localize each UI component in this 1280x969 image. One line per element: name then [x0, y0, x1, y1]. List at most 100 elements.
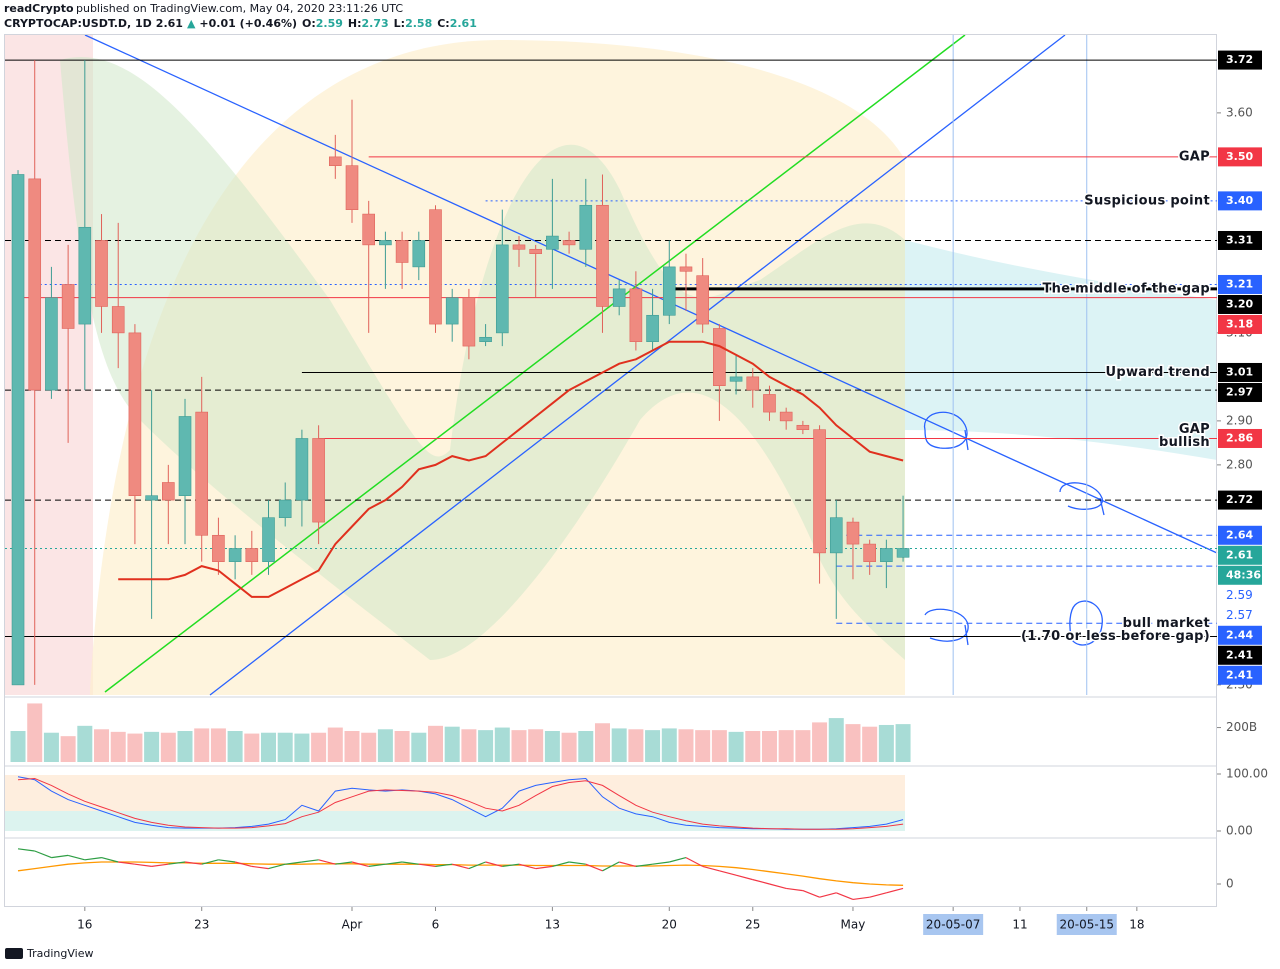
candle-body — [412, 240, 426, 268]
momentum-segment — [652, 861, 670, 865]
candle-body — [763, 394, 776, 413]
momentum-segment — [535, 865, 553, 870]
momentum-segment — [134, 863, 152, 867]
momentum-segment — [385, 861, 403, 865]
price-label: 3.18 — [1226, 317, 1253, 330]
x-tick-highlight — [1056, 914, 1117, 935]
price-label: 2.64 — [1226, 528, 1253, 541]
candle-body — [829, 517, 843, 554]
candle-body — [345, 165, 359, 210]
candle-body — [278, 499, 292, 518]
x-tick-label: 20 — [662, 918, 677, 932]
volume-bar — [494, 727, 510, 762]
momentum-segment — [335, 861, 353, 865]
x-tick-label: May — [841, 918, 866, 932]
x-tick-label: 20-05-15 — [1060, 918, 1114, 932]
author: readCrypto — [4, 2, 74, 15]
candle-body — [395, 240, 409, 263]
candle-body — [295, 438, 309, 501]
volume-bar — [411, 732, 427, 762]
momentum-segment — [752, 879, 770, 885]
volume-bar — [110, 731, 126, 762]
candle-body — [529, 248, 542, 254]
candle-body — [629, 288, 643, 342]
volume-bar — [377, 729, 393, 762]
frame — [4, 34, 1217, 907]
momentum-segment — [184, 861, 202, 865]
level-note: Suspicious point — [1084, 193, 1210, 208]
momentum-segment — [619, 861, 637, 867]
candle-body — [111, 306, 125, 334]
x-tick-label: 18 — [1129, 918, 1144, 932]
momentum-segment — [735, 874, 753, 881]
y-tick-label: 0 — [1226, 877, 1234, 891]
candle-body — [612, 288, 626, 307]
candle-body — [228, 548, 242, 562]
candle-body — [462, 297, 476, 347]
volume-bar — [711, 730, 727, 762]
volume-bar — [294, 733, 310, 762]
volume-bar — [227, 731, 243, 762]
price-label: 2.41 — [1226, 648, 1253, 661]
candle-body — [45, 297, 58, 391]
x-tick-label: 23 — [194, 918, 209, 932]
stoch-band — [5, 775, 905, 811]
circle-drawing — [924, 608, 969, 646]
volume-bar — [745, 731, 761, 762]
price-box — [1218, 625, 1262, 645]
volume-bar — [194, 728, 210, 762]
price-label: 2.61 — [1226, 548, 1253, 561]
price-label: 2.97 — [1226, 385, 1253, 398]
volume-bar — [695, 730, 711, 762]
momentum-segment — [84, 857, 102, 861]
volume-bar — [77, 725, 93, 762]
volume-bar — [344, 731, 360, 762]
momentum-segment — [368, 863, 386, 867]
volume-bar — [444, 726, 460, 762]
level-note: bullish — [1159, 435, 1210, 450]
candle-body — [128, 332, 142, 496]
momentum-segment — [268, 863, 286, 870]
candle-body — [95, 240, 108, 307]
trendline — [104, 34, 966, 693]
volume-bar — [661, 728, 677, 762]
quote-item: CRYPTOCAP:USDT.D, 1D — [4, 17, 152, 30]
signal-line — [17, 861, 904, 886]
candle-body — [61, 284, 75, 329]
volume-bar — [528, 729, 544, 762]
price-box — [1218, 191, 1262, 211]
price-label: 3.31 — [1226, 233, 1253, 246]
volume-bar — [862, 726, 878, 762]
level-note: GAP — [1179, 149, 1210, 164]
momentum-segment — [168, 861, 186, 865]
momentum-segment — [819, 892, 837, 898]
momentum-segment — [101, 857, 119, 863]
price-label: 3.20 — [1226, 297, 1253, 310]
price-label: 2.44 — [1226, 628, 1253, 641]
x-tick-label: 11 — [1012, 918, 1027, 932]
candle-body — [679, 266, 693, 272]
stoch-band — [5, 811, 905, 831]
level-note: bull market — [1123, 616, 1210, 631]
price-box — [1218, 545, 1262, 565]
price-box — [1218, 428, 1262, 448]
momentum-segment — [585, 863, 603, 872]
momentum-segment — [569, 861, 586, 865]
quote-item: 2.73 — [362, 17, 389, 30]
price-label: 2.41 — [1226, 668, 1253, 681]
price-label: 2.86 — [1226, 431, 1253, 444]
price-label: 2.59 — [1226, 588, 1253, 602]
x-tick-label: 20-05-07 — [926, 918, 980, 932]
footer-brand: TradingView — [26, 947, 93, 960]
y-tick-label: 2.80 — [1226, 457, 1253, 471]
price-box — [1218, 147, 1262, 167]
price-label: 3.72 — [1226, 53, 1253, 66]
candle-body — [212, 534, 225, 562]
circle-drawing — [1069, 600, 1103, 646]
candle-body — [729, 376, 743, 382]
momentum-segment — [251, 865, 269, 870]
candle-body — [11, 174, 25, 686]
candle-body — [813, 429, 826, 554]
quote-item: +0.01 (+0.46%) — [199, 17, 297, 30]
